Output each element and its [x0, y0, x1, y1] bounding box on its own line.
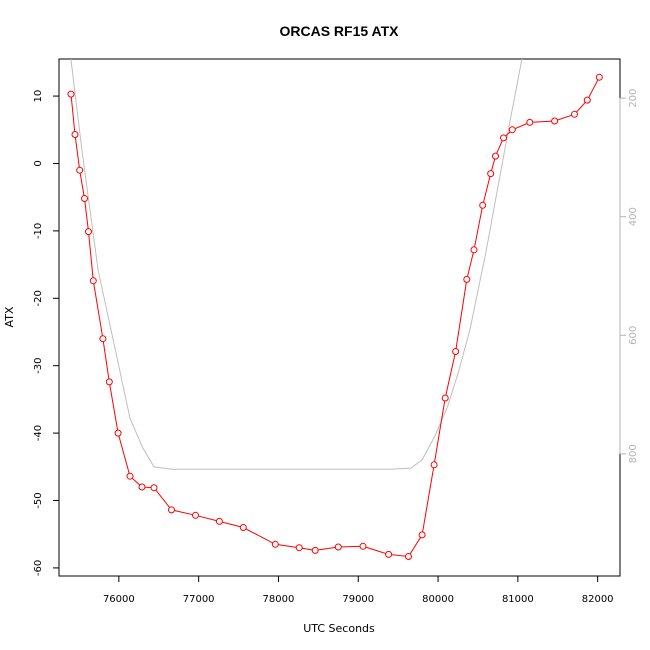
x-tick-label: 81000: [502, 594, 534, 605]
x-axis-label: UTC Seconds: [303, 622, 375, 635]
data-point: [215, 517, 223, 525]
data-point: [168, 506, 175, 514]
data-point: [571, 110, 578, 118]
data-point: [67, 90, 75, 98]
data-point: [85, 228, 92, 236]
data-point: [311, 546, 319, 554]
data-point: [526, 118, 534, 126]
data-point: [192, 511, 199, 519]
data-point: [114, 429, 122, 437]
data-point: [463, 275, 471, 283]
data-point: [239, 524, 247, 531]
series-line: [70, 76, 600, 558]
data-point: [452, 348, 460, 355]
chart-title: ORCAS RF15 ATX: [279, 23, 399, 39]
y-tick-label: -60: [33, 560, 44, 576]
y2-tick-label: 400: [628, 207, 639, 226]
data-point: [470, 246, 478, 254]
data-point: [271, 540, 279, 548]
y-tick-label: 10: [33, 90, 44, 103]
data-point: [71, 131, 79, 138]
y2-tick-label: 200: [628, 89, 639, 108]
y-tick-label: -50: [33, 492, 44, 508]
x-tick-label: 77000: [183, 594, 215, 605]
data-point: [508, 126, 516, 134]
plot-frame: [58, 58, 621, 577]
x-tick-label: 78000: [263, 594, 295, 605]
data-point: [150, 484, 158, 492]
data-point: [295, 544, 303, 552]
data-point: [430, 461, 438, 469]
data-point: [583, 96, 591, 104]
data-point: [76, 166, 84, 174]
data-point: [99, 335, 107, 343]
y-tick-label: 0: [33, 160, 44, 166]
y-tick-label: -10: [33, 223, 44, 239]
y-axis: -60 -50 -40 -30 -20 -10 0 10: [33, 90, 60, 576]
data-point: [138, 483, 146, 491]
data-point: [385, 550, 393, 558]
series-line-right: [70, 59, 523, 470]
y2-tick-label: 600: [628, 326, 639, 345]
x-tick-label: 76000: [103, 594, 135, 605]
y-axis-label: ATX: [3, 306, 16, 327]
data-point: [89, 277, 97, 285]
data-point: [441, 394, 449, 402]
data-point: [405, 553, 412, 560]
x-tick-label: 80000: [422, 594, 454, 605]
x-axis: 76000 77000 78000 79000 80000 81000 82000: [103, 575, 614, 605]
data-point: [359, 542, 367, 550]
data-point: [487, 170, 495, 178]
x-tick-label: 79000: [342, 594, 374, 605]
plot-clip-area: [67, 59, 603, 560]
data-point: [595, 73, 603, 81]
data-point: [551, 117, 559, 125]
data-point: [105, 378, 113, 386]
data-point: [492, 152, 499, 160]
y2-tick-label: 800: [628, 444, 639, 463]
y-tick-label: -40: [33, 425, 44, 441]
data-point: [334, 543, 342, 551]
data-point: [500, 134, 507, 142]
x-tick-label: 82000: [582, 594, 614, 605]
data-point: [126, 472, 134, 480]
y-tick-label: -30: [33, 358, 44, 374]
data-point: [418, 531, 426, 539]
data-point: [479, 201, 487, 209]
y2-axis: 200 400 600 800: [619, 89, 639, 463]
data-point: [81, 195, 88, 202]
y-tick-label: -20: [33, 290, 44, 306]
